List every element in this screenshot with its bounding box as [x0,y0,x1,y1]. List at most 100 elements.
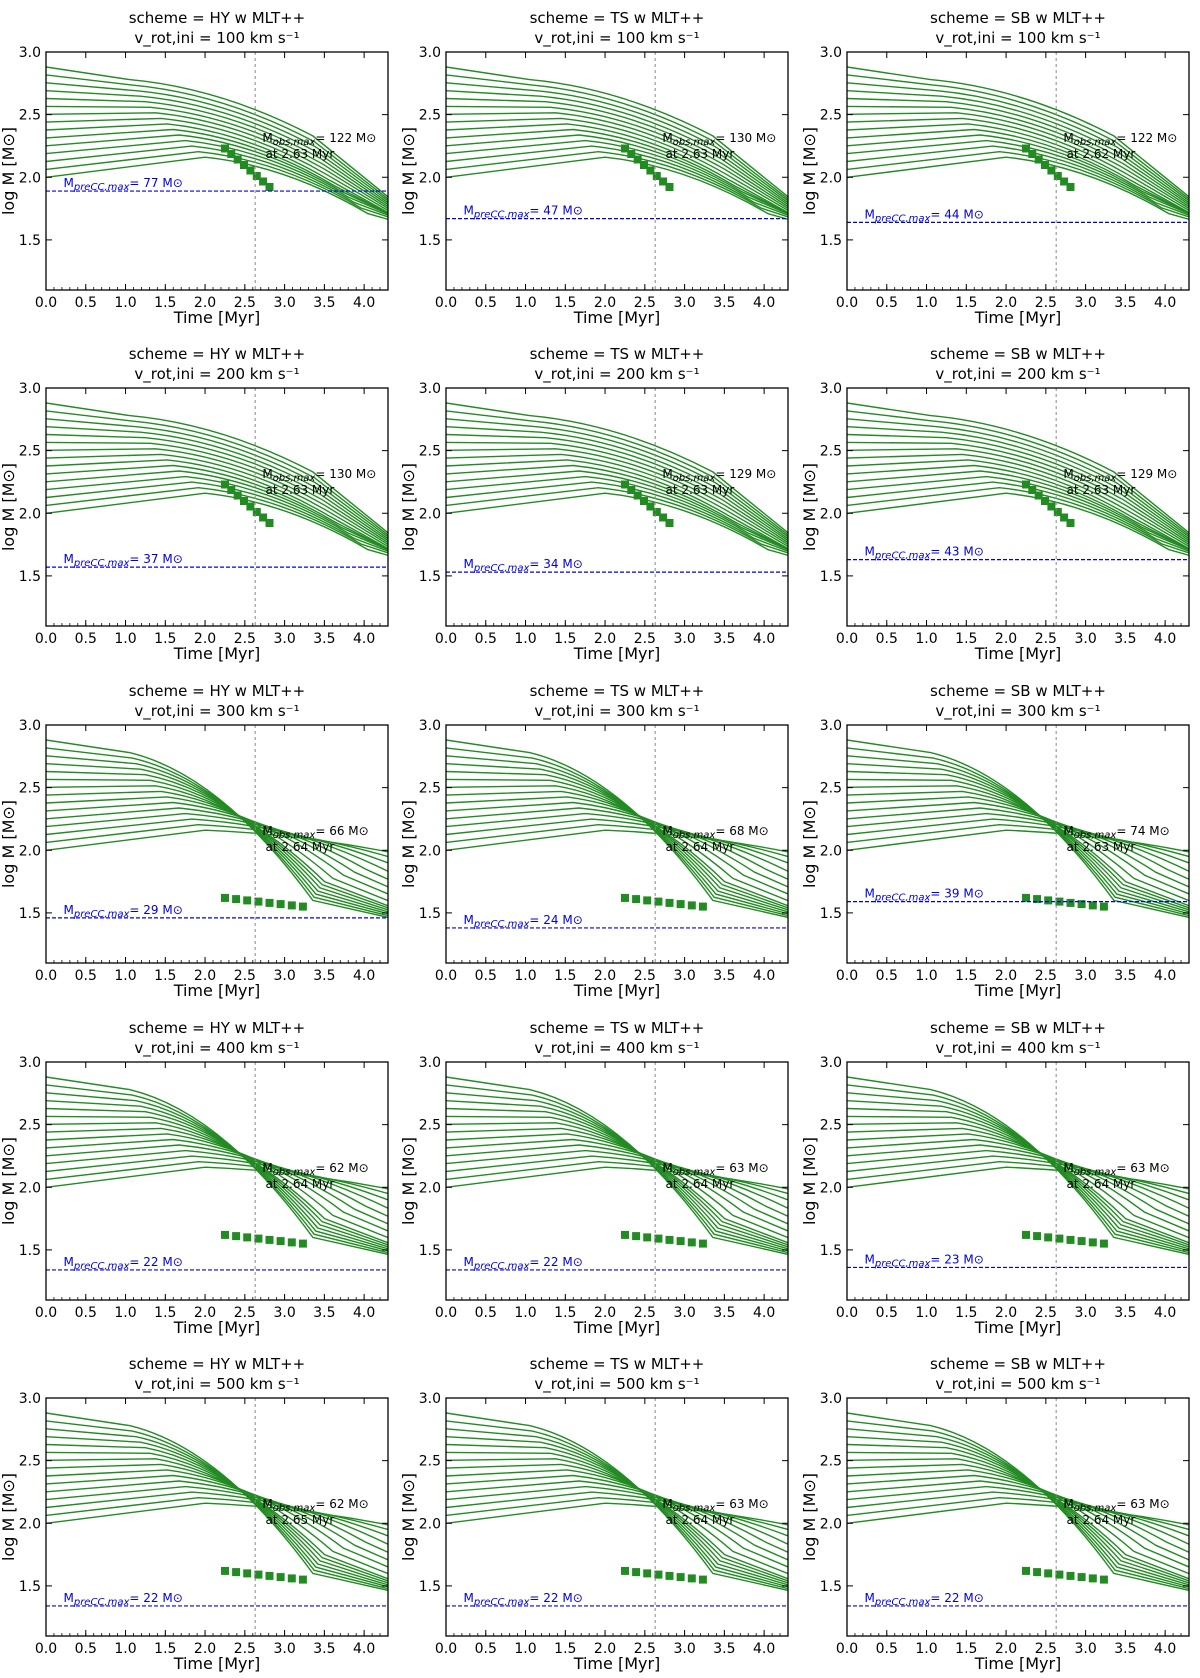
x-tick-label: 3.0 [1074,1305,1096,1321]
obs-marker [633,155,642,164]
y-tick-label: 3.0 [419,45,441,61]
pre-cc-star [858,249,869,259]
x-tick-label: 1.5 [554,968,576,984]
pre-cc-star [513,933,524,943]
track-line [446,82,788,202]
x-tick-label: 1.5 [154,1641,176,1657]
track-line [46,481,388,552]
panel-subtitle: v_rot,ini = 500 km s⁻¹ [134,1375,299,1394]
x-tick-label: 4.0 [1154,295,1176,311]
pre-cc-star [458,250,469,260]
obs-marker [643,896,652,905]
x-tick-label: 3.5 [313,968,335,984]
y-axis-label: log M [M⊙] [800,1473,819,1561]
track-line [847,1420,1189,1590]
panel-subtitle: v_rot,ini = 500 km s⁻¹ [935,1375,1100,1394]
track-line [446,1155,788,1201]
obs-marker [246,166,255,175]
obs-max-label: Mobs,max= 68 M⊙ [662,824,768,841]
x-tick-label: 3.0 [273,1641,295,1657]
track-line [446,145,788,216]
obs-max-label: Mobs,max= 66 M⊙ [262,824,368,841]
panel-title: scheme = TS w MLT++ [530,1019,705,1037]
obs-marker [287,1238,296,1247]
obs-marker [621,144,629,153]
pre-cc-star [458,249,469,259]
x-tick-label: 2.5 [1035,295,1057,311]
pre-cc-star [858,252,869,262]
obs-marker [1066,1235,1075,1244]
panel-subtitle: v_rot,ini = 200 km s⁻¹ [134,365,299,384]
pre-cc-star [913,1270,924,1280]
x-tick-label: 3.0 [273,1305,295,1321]
obs-max-label: Mobs,max= 63 M⊙ [1063,1497,1169,1514]
obs-marker [233,491,242,500]
pre-cc-star [958,1609,968,1619]
x-tick-label: 1.5 [955,1305,977,1321]
axes-frame [846,724,1190,964]
y-tick-label: 3.0 [820,718,842,734]
plot-area [446,1398,968,1636]
track-line [46,97,388,206]
track-line [446,1149,788,1209]
track-line [446,475,788,551]
x-axis-label: Time [Myr] [173,1654,261,1673]
x-tick-label: 3.5 [1114,1305,1136,1321]
x-tick-label: 2.0 [995,968,1017,984]
x-tick-label: 2.5 [1035,631,1057,647]
y-tick-label: 3.0 [19,45,41,61]
track-line [446,1485,788,1545]
x-tick-label: 3.0 [273,968,295,984]
track-line [847,1474,1189,1561]
panel-subtitle: v_rot,ini = 400 km s⁻¹ [534,1039,699,1058]
x-tick-label: 0.0 [836,631,858,647]
obs-marker [1060,177,1069,186]
x-axis-label: Time [Myr] [974,981,1062,1000]
track-line [46,123,388,214]
pre-cc-star [898,932,908,942]
track-line [847,453,1189,548]
obs-age-label: at 2.64 Myr [266,840,335,854]
plot-area [847,388,1189,626]
y-tick-label: 2.0 [419,1516,441,1532]
pre-cc-star [868,248,879,258]
track-line [847,156,1189,221]
obs-marker [698,902,707,911]
track-line [46,812,388,872]
track-line [446,105,788,208]
obs-marker [233,155,242,164]
panel-2: scheme = TS w MLT++ v_rot,ini = 100 km s⁻… [399,9,879,327]
pre-cc-star [858,929,869,939]
pre-cc-star [858,248,869,258]
obs-marker [632,895,641,904]
y-tick-label: 2.5 [19,444,41,460]
x-tick-label: 4.0 [1154,631,1176,647]
obs-marker [1022,1230,1030,1239]
track-line [446,117,788,212]
obs-marker [240,161,248,169]
obs-marker [632,1232,641,1241]
y-axis-label: log M [M⊙] [0,800,18,888]
panel-title: scheme = HY w MLT++ [129,1019,306,1037]
plot-area [446,725,908,963]
obs-marker [665,1235,674,1244]
obs-marker [654,1570,663,1579]
panel-subtitle: v_rot,ini = 500 km s⁻¹ [534,1375,699,1394]
x-tick-label: 2.0 [194,631,216,647]
pre-cc-star [862,584,873,594]
x-tick-label: 3.5 [713,1305,735,1321]
obs-marker [676,1573,685,1582]
plot-area [46,1062,388,1300]
track-line [446,470,788,550]
track-line [446,433,788,542]
pre-cc-star [875,583,885,593]
pre-cc-star [943,1608,954,1618]
obs-marker [276,1237,285,1246]
obs-max-label: Mobs,max= 74 M⊙ [1063,824,1169,841]
obs-marker [654,897,663,906]
track-line [446,139,788,215]
panel-subtitle: v_rot,ini = 200 km s⁻¹ [935,365,1100,384]
obs-marker [1047,502,1056,511]
precc-max-label: MpreCC,max= 34 M⊙ [463,557,582,574]
x-tick-label: 0.0 [435,1641,457,1657]
